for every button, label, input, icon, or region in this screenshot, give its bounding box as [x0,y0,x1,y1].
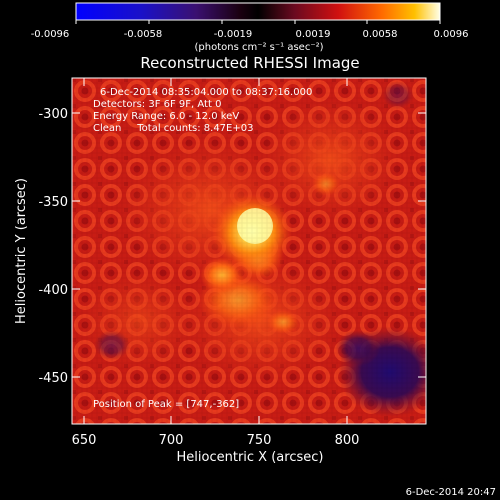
colorbar-ticks [75,20,441,24]
x-tick-label: 750 [247,433,272,448]
y-tick-label: -350 [38,195,68,210]
colorbar-units: (photons cm⁻² s⁻¹ asec⁻²) [194,42,323,53]
colorbar-tick-label: 0.0058 [363,29,398,40]
energy-range-annotation: Energy Range: 6.0 - 12.0 keV [93,111,239,122]
time-range-annotation: 6-Dec-2014 08:35:04.000 to 08:37:16.000 [100,87,312,98]
detectors-annotation: Detectors: 3F 6F 9F, Att 0 [93,99,221,110]
y-tick-label: -450 [38,371,68,386]
y-tick-label: -400 [38,283,68,298]
colorbar-tick-label: -0.0019 [214,29,253,40]
colorbar-tick-label: -0.0096 [31,29,70,40]
counts-annotation: Clean Total counts: 8.47E+03 [93,123,253,134]
colorbar [75,2,441,21]
plot-frame [71,77,427,425]
x-tick-label: 650 [72,433,97,448]
colorbar-tick-label: -0.0058 [124,29,163,40]
y-tick-label: -300 [38,107,68,122]
colorbar-tick-label: 0.0096 [434,29,469,40]
x-tick-label: 700 [159,433,184,448]
footer-timestamp: 6-Dec-2014 20:47 [406,487,496,498]
x-axis-label: Heliocentric X (arcsec) [177,450,324,465]
x-axis-ticks [72,78,426,424]
rhessi-image [72,78,426,424]
plot-title: Reconstructed RHESSI Image [140,54,359,72]
y-axis-label: Heliocentric Y (arcsec) [14,178,29,324]
colorbar-tick-label: 0.0019 [296,29,331,40]
peak-position-annotation: Position of Peak = [747,-362] [93,399,239,410]
x-tick-label: 800 [335,433,360,448]
